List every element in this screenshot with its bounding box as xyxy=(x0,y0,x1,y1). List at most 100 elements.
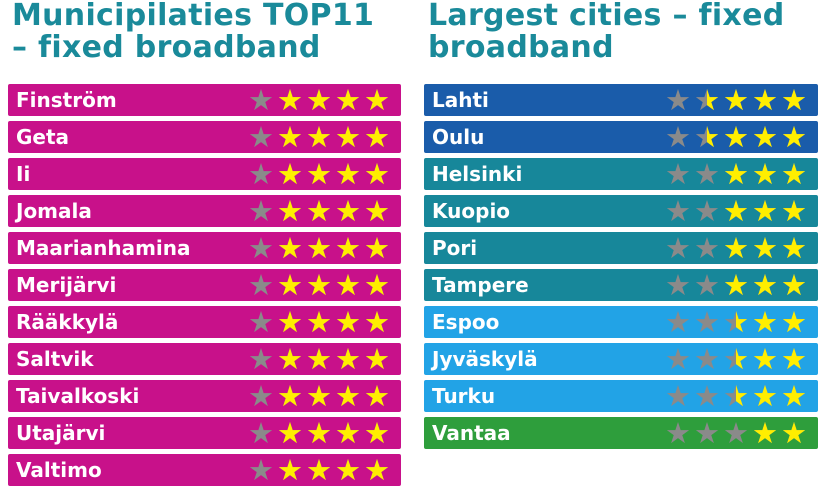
star-rating: ★★★★★★★★★ xyxy=(247,232,391,264)
rating-row: Finström ★ ★ ★ ★ ★ ★ ★ ★ ★ xyxy=(8,84,401,116)
star-rating: ★★★★★★★★★ xyxy=(247,84,391,116)
star-rating: ★★★★★★★★★ xyxy=(247,454,391,486)
star-icon: ★★ xyxy=(277,379,303,413)
star-icon: ★★ xyxy=(364,305,390,339)
cities-title: Largest cities – fixed broadband xyxy=(424,0,818,80)
star-icon: ★★ xyxy=(781,342,807,376)
star-icon: ★ xyxy=(248,157,274,191)
star-icon: ★ xyxy=(248,453,274,487)
star-icon: ★★ xyxy=(277,268,303,302)
star-icon: ★ xyxy=(694,416,720,450)
rating-row: Helsinki ★ ★ ★ ★ ★ ★ ★ ★ xyxy=(424,158,818,190)
star-icon: ★★ xyxy=(723,379,749,413)
star-icon: ★★ xyxy=(781,268,807,302)
rating-row: Taivalkoski ★ ★ ★ ★ ★ ★ ★ ★ ★ xyxy=(8,380,401,412)
star-icon: ★ xyxy=(248,194,274,228)
star-icon: ★★ xyxy=(335,453,361,487)
star-icon: ★ xyxy=(694,194,720,228)
municipalities-list: Finström ★ ★ ★ ★ ★ ★ ★ ★ ★ Geta ★ ★ ★ ★ ★ ★ ★ ★ ★ Ii ★ ★ ★ ★ ★ ★ ★ ★… xyxy=(8,84,401,486)
star-icon: ★ xyxy=(665,157,691,191)
star-icon: ★ xyxy=(723,416,749,450)
rating-row: Valtimo ★ ★ ★ ★ ★ ★ ★ ★ ★ xyxy=(8,454,401,486)
star-icon: ★ xyxy=(665,305,691,339)
row-name: Valtimo xyxy=(16,458,102,482)
star-icon: ★★ xyxy=(752,231,778,265)
star-icon: ★★ xyxy=(752,416,778,450)
star-icon: ★★ xyxy=(277,231,303,265)
row-name: Jyväskylä xyxy=(432,347,538,371)
row-name: Turku xyxy=(432,384,496,408)
star-rating: ★★★★★★★★ xyxy=(664,269,808,301)
rating-row: Espoo★★★★★★★★ xyxy=(424,306,818,338)
star-icon: ★ xyxy=(248,342,274,376)
star-icon: ★★ xyxy=(752,194,778,228)
title-line-1: Largest cities – fixed xyxy=(428,0,785,33)
star-icon: ★ xyxy=(248,83,274,117)
star-icon: ★★ xyxy=(781,157,807,191)
star-icon: ★★ xyxy=(277,194,303,228)
cities-list: Lahti★★★★★★★★★Oulu★★★★★★★★★Helsinki★★★★★… xyxy=(424,84,818,449)
title-line-2: broadband xyxy=(428,30,614,65)
star-rating: ★★★★★★★★★ xyxy=(247,269,391,301)
rating-row: Merijärvi ★ ★ ★ ★ ★ ★ ★ ★ ★ xyxy=(8,269,401,301)
star-icon: ★ xyxy=(665,120,691,154)
star-icon: ★★ xyxy=(364,120,390,154)
star-icon: ★★ xyxy=(277,83,303,117)
row-name: Lahti xyxy=(432,88,489,112)
star-rating: ★★★★★★★★★ xyxy=(247,417,391,449)
star-icon: ★ xyxy=(694,342,720,376)
row-name: Finström xyxy=(16,88,117,112)
star-icon: ★ xyxy=(694,268,720,302)
star-icon: ★★ xyxy=(723,120,749,154)
star-icon: ★★ xyxy=(364,83,390,117)
star-icon: ★★ xyxy=(781,120,807,154)
star-rating: ★★★★★★★★★ xyxy=(247,380,391,412)
rating-row: Tampere ★ ★ ★ ★ ★ ★ ★ ★ xyxy=(424,269,818,301)
star-icon: ★★ xyxy=(306,342,332,376)
star-icon: ★★ xyxy=(723,305,749,339)
star-rating: ★★★★★★★★ xyxy=(664,306,808,338)
star-icon: ★★ xyxy=(752,305,778,339)
row-name: Oulu xyxy=(432,125,485,149)
star-icon: ★★ xyxy=(277,305,303,339)
rating-row: Ii ★ ★ ★ ★ ★ ★ ★ ★ ★ xyxy=(8,158,401,190)
star-icon: ★★ xyxy=(723,342,749,376)
star-icon: ★★ xyxy=(306,379,332,413)
star-icon: ★ xyxy=(248,305,274,339)
star-rating: ★★★★★★★★★ xyxy=(247,195,391,227)
rating-row: Turku ★★★★★★★★ xyxy=(424,380,818,412)
star-icon: ★ xyxy=(665,83,691,117)
star-icon: ★★ xyxy=(306,157,332,191)
star-icon: ★★ xyxy=(752,120,778,154)
star-icon: ★ xyxy=(665,231,691,265)
star-icon: ★★ xyxy=(335,231,361,265)
star-icon: ★★ xyxy=(335,157,361,191)
star-icon: ★ xyxy=(248,416,274,450)
star-icon: ★★ xyxy=(364,194,390,228)
row-name: Geta xyxy=(16,125,70,149)
star-icon: ★ xyxy=(694,157,720,191)
star-icon: ★★ xyxy=(364,268,390,302)
row-name: Saltvik xyxy=(16,347,94,371)
star-icon: ★ xyxy=(665,416,691,450)
star-icon: ★ xyxy=(665,342,691,376)
star-rating: ★★★★★★★★ xyxy=(664,195,808,227)
star-icon: ★★ xyxy=(277,120,303,154)
star-icon: ★★ xyxy=(306,268,332,302)
row-name: Espoo xyxy=(432,310,500,334)
rating-row: Maarianhamina ★ ★ ★ ★ ★ ★ ★ ★ ★ xyxy=(8,232,401,264)
star-icon: ★★ xyxy=(752,268,778,302)
star-icon: ★★ xyxy=(752,379,778,413)
row-name: Utajärvi xyxy=(16,421,106,445)
rating-row: Geta ★ ★ ★ ★ ★ ★ ★ ★ ★ xyxy=(8,121,401,153)
star-rating: ★★★★★★★★★ xyxy=(664,84,808,116)
star-icon: ★ xyxy=(248,268,274,302)
title-line-2: – fixed broadband xyxy=(12,30,321,65)
star-rating: ★★★★★★★★ xyxy=(664,380,808,412)
star-icon: ★★ xyxy=(335,305,361,339)
municipalities-title: Municipilaties TOP11 – fixed broadband xyxy=(8,0,401,80)
star-icon: ★★ xyxy=(335,416,361,450)
rating-row: Oulu★★★★★★★★★ xyxy=(424,121,818,153)
row-name: Helsinki xyxy=(432,162,523,186)
star-icon: ★★ xyxy=(335,342,361,376)
